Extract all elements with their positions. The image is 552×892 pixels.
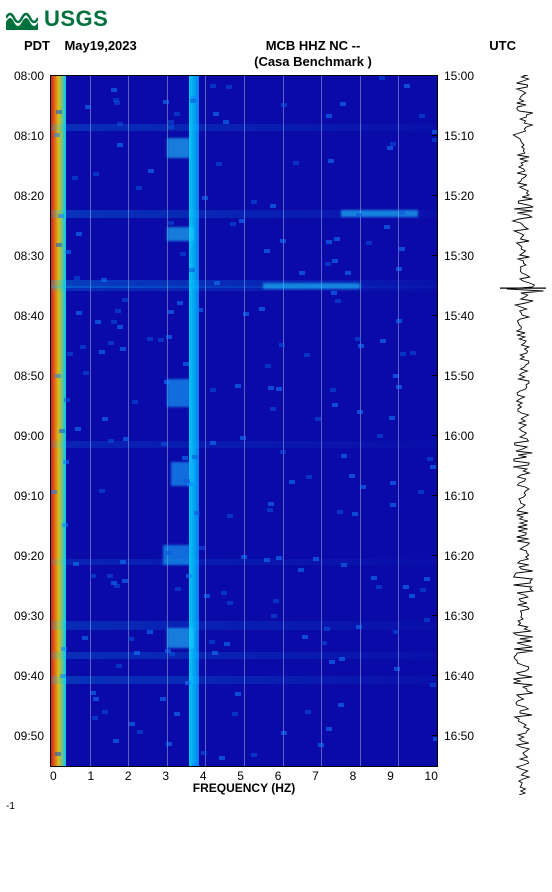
y-left-tick: 08:10 [14, 129, 44, 143]
y-right-tick: 15:00 [444, 69, 474, 83]
y-left-tick: 09:30 [14, 609, 44, 623]
y-right-tick: 15:50 [444, 369, 474, 383]
y-right-tick: 15:40 [444, 309, 474, 323]
station-line1: MCB HHZ NC -- [254, 38, 372, 54]
header-left: PDT May19,2023 [24, 38, 137, 71]
y-left-tick: 09:50 [14, 729, 44, 743]
spectrogram [50, 75, 438, 767]
y-right-tick: 16:30 [444, 609, 474, 623]
y-left-tick: 09:10 [14, 489, 44, 503]
y-right-tick: 15:20 [444, 189, 474, 203]
seismogram-trace [500, 75, 546, 795]
header-date: May19,2023 [64, 38, 136, 53]
y-right-tick: 15:10 [444, 129, 474, 143]
y-left-tick: 08:40 [14, 309, 44, 323]
y-left-tick: 08:30 [14, 249, 44, 263]
plot-row: 08:0008:1008:2008:3008:4008:5009:0009:10… [6, 75, 546, 795]
y-right-tick: 15:30 [444, 249, 474, 263]
y-left-tick: 09:20 [14, 549, 44, 563]
x-axis-label: FREQUENCY (HZ) [50, 781, 438, 795]
y-right-tick: 16:40 [444, 669, 474, 683]
y-left-tick: 09:00 [14, 429, 44, 443]
usgs-wave-icon [6, 8, 38, 30]
y-left-tick: 08:50 [14, 369, 44, 383]
y-left-tick: 08:20 [14, 189, 44, 203]
y-right-tick: 16:10 [444, 489, 474, 503]
y-axis-right: 15:0015:1015:2015:3015:4015:5016:0016:10… [438, 75, 482, 795]
chart-header: PDT May19,2023 MCB HHZ NC -- (Casa Bench… [6, 38, 546, 71]
y-left-tick: 08:00 [14, 69, 44, 83]
station-line2: (Casa Benchmark ) [254, 54, 372, 70]
header-center: MCB HHZ NC -- (Casa Benchmark ) [254, 38, 372, 71]
footer-mark: -1 [6, 801, 546, 812]
y-left-tick: 09:40 [14, 669, 44, 683]
usgs-logo-text: USGS [44, 6, 108, 32]
y-axis-left: 08:0008:1008:2008:3008:4008:5009:0009:10… [6, 75, 50, 795]
right-tz: UTC [489, 38, 516, 71]
usgs-logo: USGS [6, 6, 546, 32]
left-tz: PDT [24, 38, 50, 53]
y-right-tick: 16:20 [444, 549, 474, 563]
y-right-tick: 16:50 [444, 729, 474, 743]
y-right-tick: 16:00 [444, 429, 474, 443]
